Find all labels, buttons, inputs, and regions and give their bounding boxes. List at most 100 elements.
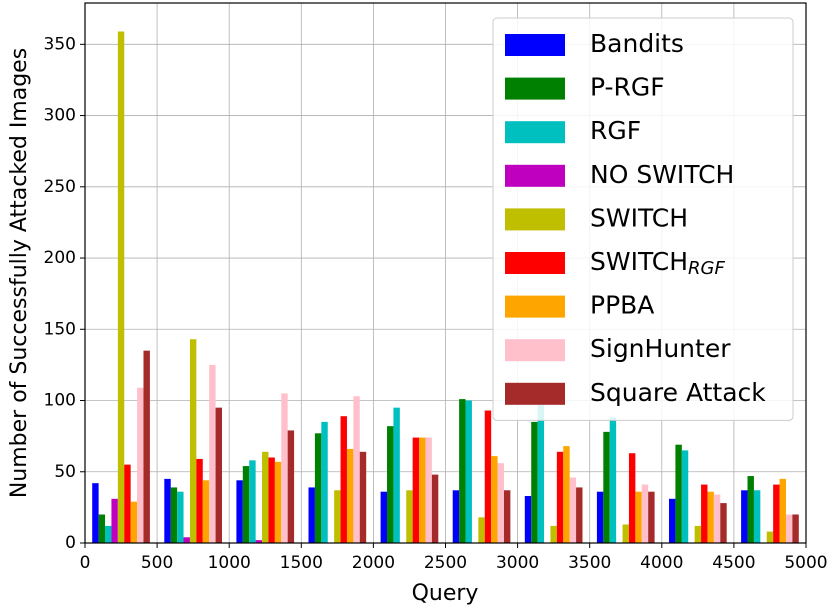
bar bbox=[707, 491, 714, 543]
legend-label-text: SignHunter bbox=[590, 334, 731, 363]
bar bbox=[720, 503, 727, 543]
bar bbox=[497, 463, 504, 543]
bar bbox=[701, 484, 708, 543]
legend-swatch bbox=[505, 295, 565, 318]
x-tick-label: 2500 bbox=[424, 553, 467, 573]
bar bbox=[130, 501, 138, 543]
bar bbox=[669, 498, 676, 543]
bar bbox=[609, 417, 617, 543]
bar bbox=[249, 460, 256, 543]
bar bbox=[792, 514, 799, 543]
bar bbox=[785, 514, 793, 543]
bar bbox=[753, 490, 761, 543]
bar bbox=[406, 490, 413, 543]
bar bbox=[105, 525, 112, 543]
x-tick-label: 5000 bbox=[784, 553, 827, 573]
bar bbox=[124, 464, 131, 543]
bar bbox=[334, 490, 341, 543]
bar bbox=[491, 456, 498, 543]
bars bbox=[92, 31, 799, 544]
legend-swatch bbox=[505, 208, 565, 231]
bar bbox=[321, 421, 328, 543]
bar bbox=[478, 517, 485, 543]
bar bbox=[177, 491, 184, 543]
x-tick-label: 1500 bbox=[280, 553, 323, 573]
bar bbox=[380, 491, 388, 543]
legend-swatch bbox=[505, 382, 565, 405]
bar bbox=[274, 461, 282, 543]
bar bbox=[465, 400, 472, 543]
x-tick-label: 500 bbox=[141, 553, 173, 573]
y-tick-label: 0 bbox=[65, 533, 76, 553]
bar bbox=[215, 407, 222, 543]
bar bbox=[766, 531, 774, 543]
bar bbox=[387, 426, 394, 543]
legend-swatch bbox=[505, 34, 565, 56]
legend-label-text: NO SWITCH bbox=[590, 160, 734, 189]
bar bbox=[287, 430, 295, 543]
legend-label: NO SWITCH bbox=[590, 160, 734, 189]
legend-label-text: PPBA bbox=[590, 291, 654, 320]
bar bbox=[503, 490, 511, 543]
bar bbox=[459, 399, 466, 543]
x-tick-label: 2000 bbox=[352, 553, 395, 573]
bar bbox=[353, 396, 360, 543]
legend-label: Bandits bbox=[590, 29, 684, 58]
legend-label: SWITCHRGF bbox=[590, 247, 725, 279]
legend-label-text: Square Attack bbox=[590, 378, 766, 407]
bar bbox=[537, 404, 545, 543]
bar bbox=[576, 487, 583, 543]
bar bbox=[111, 498, 118, 543]
bar bbox=[242, 466, 250, 543]
bar bbox=[92, 483, 99, 543]
bar bbox=[452, 490, 460, 543]
bar bbox=[648, 491, 655, 543]
legend-swatch bbox=[505, 164, 565, 187]
bar bbox=[170, 487, 178, 543]
y-axis-label: Number of Successfully Attacked Images bbox=[7, 48, 32, 498]
legend-label: SignHunter bbox=[590, 334, 731, 363]
legend-label-subscript: RGF bbox=[688, 258, 725, 279]
legend-label-text: SWITCH bbox=[590, 247, 688, 276]
bar bbox=[773, 484, 780, 543]
legend-label-text: SWITCH bbox=[590, 203, 688, 232]
x-tick-label: 1000 bbox=[208, 553, 251, 573]
y-tick-label: 50 bbox=[54, 462, 76, 482]
bar bbox=[314, 433, 322, 543]
legend-label-text: P-RGF bbox=[590, 73, 665, 102]
x-tick-label: 4000 bbox=[640, 553, 683, 573]
y-tick-label: 300 bbox=[44, 106, 76, 126]
bar bbox=[281, 393, 288, 543]
bar bbox=[393, 407, 400, 543]
x-axis-label: Query bbox=[412, 581, 479, 606]
bar bbox=[524, 495, 532, 543]
bar bbox=[484, 410, 492, 543]
bar bbox=[635, 491, 642, 543]
bar bbox=[556, 451, 564, 543]
bar bbox=[346, 448, 354, 543]
bar bbox=[98, 514, 106, 543]
legend-swatch bbox=[505, 339, 565, 362]
bar bbox=[747, 476, 754, 543]
legend-label: RGF bbox=[590, 116, 641, 145]
bar bbox=[713, 494, 721, 543]
bar bbox=[596, 491, 604, 543]
y-tick-label: 350 bbox=[44, 34, 76, 54]
legend-label: PPBA bbox=[590, 291, 654, 320]
bar bbox=[550, 525, 557, 543]
bar bbox=[137, 387, 144, 543]
bar bbox=[209, 364, 216, 543]
bar bbox=[419, 437, 426, 543]
y-tick-label: 200 bbox=[44, 248, 76, 268]
x-tick-label: 3500 bbox=[568, 553, 611, 573]
y-tick-label: 250 bbox=[44, 177, 76, 197]
bar bbox=[196, 458, 203, 543]
legend-swatch bbox=[505, 252, 565, 274]
bar bbox=[569, 477, 577, 543]
bar bbox=[641, 484, 649, 543]
bar bbox=[143, 350, 150, 543]
bar bbox=[531, 421, 538, 543]
x-tick-label: 0 bbox=[80, 553, 91, 573]
bar bbox=[603, 431, 610, 543]
